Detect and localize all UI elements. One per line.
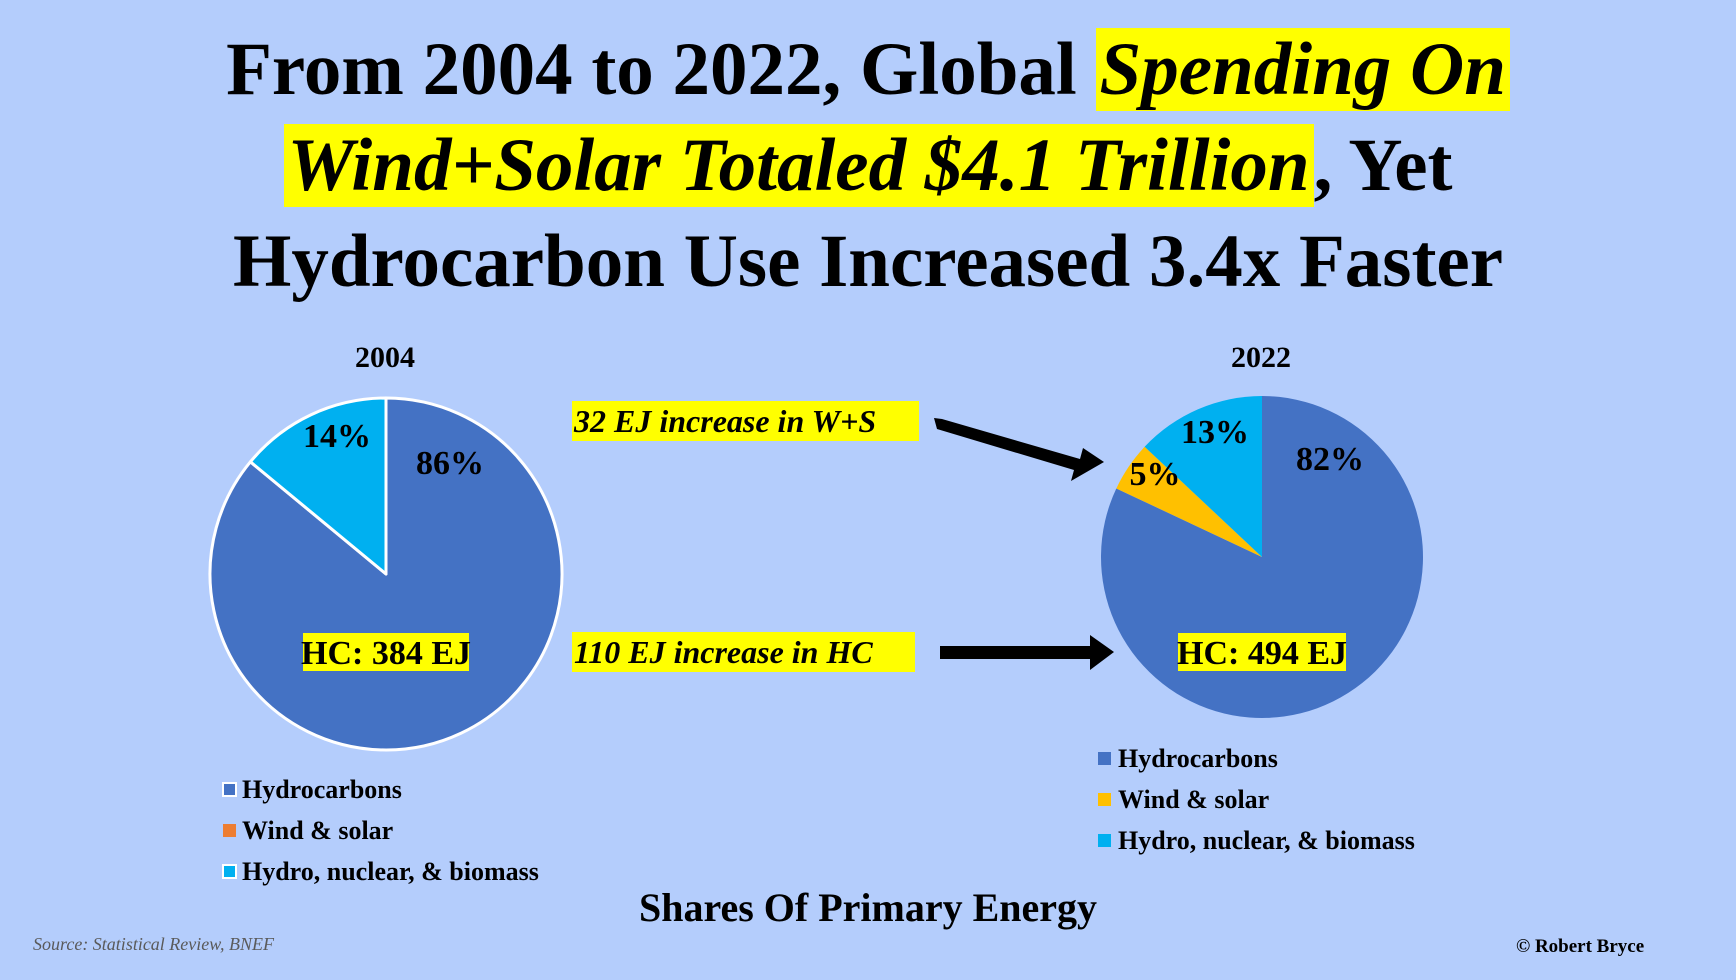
title-highlight-1: Spending On	[1095, 28, 1510, 111]
chart-caption: Shares Of Primary Energy	[638, 885, 1098, 930]
pie-slice-wind-solar-2022	[1116, 446, 1262, 557]
title-highlight-2: Wind+Solar Totaled $4.1 Trillion	[283, 124, 1314, 207]
title-line-3: Hydrocarbon Use Increased 3.4x Faster	[232, 220, 1504, 303]
chart-title-2004: 2004	[355, 341, 415, 374]
hc-label-bg-2022	[1178, 633, 1346, 671]
legend-swatch-hydrocarbons-2004	[222, 782, 237, 797]
pie-labels-2022: 82% 5%13%	[1130, 414, 1365, 493]
legend-swatch-hydro-2022	[1098, 834, 1111, 847]
hc-label-2022: HC: 494 EJ	[1177, 635, 1347, 672]
arrow-to-2022-ws-icon	[934, 418, 1104, 481]
legend-label-wind-solar-2022: Wind & solar	[1118, 785, 1269, 814]
legend-2004: Hydrocarbons Wind & solar Hydro, nuclear…	[222, 775, 539, 886]
pie-slices-2004	[208, 396, 564, 752]
legend-label-hydro-2004: Hydro, nuclear, & biomass	[242, 857, 539, 886]
legend-swatch-hydro-2004	[222, 864, 237, 879]
title-text-2: , Yet	[1313, 124, 1453, 207]
legend-swatch-wind-solar-2022	[1098, 793, 1111, 806]
pie-slice-hydro-nuclear-biomass-2004	[248, 396, 388, 576]
pie-chart-2022: 2022 82% 5%13% HC: 494 EJ Hydrocarbons Wi…	[1098, 341, 1423, 855]
title-text-1: From 2004 to 2022, Global	[226, 28, 1096, 111]
page-title: From 2004 to 2022, Global Spending On Wi…	[0, 22, 1736, 310]
legend-label-hydro-2022: Hydro, nuclear, & biomass	[1118, 826, 1415, 855]
hc-increase-label: 110 EJ increase in HC	[574, 634, 873, 670]
source-note: Source: Statistical Review, BNEF	[33, 934, 274, 954]
legend-label-hydrocarbons-2022: Hydrocarbons	[1118, 744, 1278, 773]
legend-swatch-hydrocarbons-2022	[1098, 752, 1111, 765]
copyright: © Robert Bryce	[1516, 936, 1645, 957]
pie-label-hydrocarbons-2004: 86%	[416, 445, 484, 482]
pie-slice-hydrocarbons-2004	[208, 396, 564, 752]
title-line-1: From 2004 to 2022, Global Spending On	[0, 22, 1736, 118]
legend-2022: Hydrocarbons Wind & solar Hydro, nuclear…	[1098, 744, 1415, 855]
hc-increase-bg	[572, 632, 915, 672]
pie-label-hydro-nuclear-biomass-2022: 13%	[1181, 414, 1249, 451]
legend-swatch-wind-solar-2004	[223, 824, 236, 837]
pie-chart-2004: 2004 86% 14% HC: 384 EJ Hydrocarbons Wind…	[208, 341, 564, 886]
legend-label-wind-solar-2004: Wind & solar	[242, 816, 393, 845]
title-line-2: Wind+Solar Totaled $4.1 Trillion, Yet	[0, 118, 1736, 214]
hc-label-2004: HC: 384 EJ	[301, 635, 471, 672]
pie-label-wind-solar-2022: 5%	[1130, 456, 1181, 493]
hc-label-bg-2004	[303, 633, 469, 671]
pie-label-hydro-nuclear-biomass-2004: 14%	[303, 418, 371, 455]
legend-label-hydrocarbons-2004: Hydrocarbons	[242, 775, 402, 804]
chart-title-2022: 2022	[1231, 341, 1291, 374]
ws-increase-label: 32 EJ increase in W+S	[573, 403, 876, 439]
pie-label-hydrocarbons-2022: 82%	[1296, 441, 1364, 478]
pie-labels-2004: 86% 14%	[303, 418, 484, 482]
pie-slice-hydro-nuclear-biomass-2022	[1144, 396, 1262, 557]
ws-increase-bg	[572, 401, 919, 441]
arrow-to-2022-hc-icon	[940, 635, 1114, 670]
